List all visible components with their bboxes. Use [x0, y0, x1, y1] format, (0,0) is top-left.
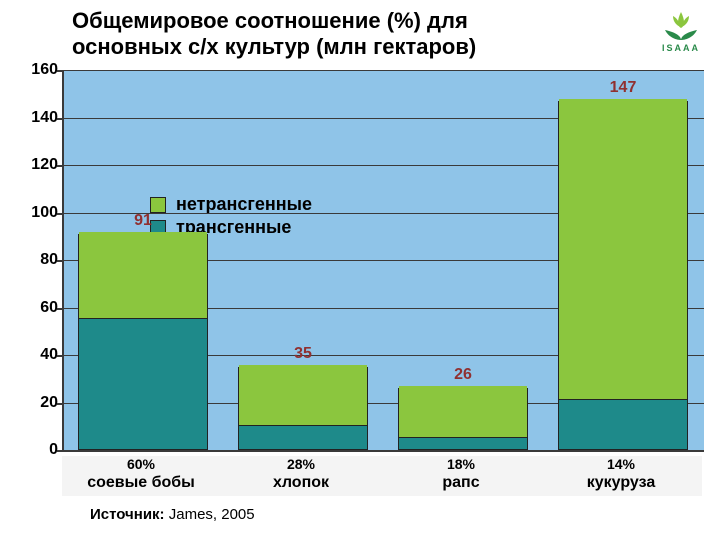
y-tick-label: 100 [20, 204, 58, 222]
y-tick-mark [57, 450, 62, 452]
y-tick-label: 140 [20, 109, 58, 127]
percent-label: 28% [236, 456, 366, 472]
bar-segment-nontransgenic [559, 99, 687, 400]
bar-segment-nontransgenic [239, 365, 367, 426]
y-tick-mark [57, 355, 62, 357]
percent-row: 60% 28% 18% 14% [62, 456, 702, 474]
category-label: кукуруза [556, 474, 686, 492]
bar-stack [238, 367, 368, 450]
y-tick-mark [57, 403, 62, 405]
title-line1: Общемировое соотношение (%) для [72, 8, 468, 33]
title-line2: основных с/х культур (млн гектаров) [72, 34, 476, 59]
y-tick-label: 60 [20, 299, 58, 317]
y-tick-mark [57, 213, 62, 215]
legend-swatch-nontransgenic [150, 197, 166, 213]
logo-text: ISAAA [654, 43, 708, 53]
category-label: соевые бобы [76, 474, 206, 492]
bar-segment-transgenic [79, 319, 207, 449]
chart-title: Общемировое соотношение (%) для основных… [72, 8, 632, 61]
source-line: Источник: James, 2005 [90, 506, 255, 523]
percent-label: 14% [556, 456, 686, 472]
bar-stack [558, 101, 688, 450]
bar-value-label: 26 [398, 366, 528, 384]
slide: Общемировое соотношение (%) для основных… [0, 0, 720, 540]
y-tick-mark [57, 118, 62, 120]
y-tick-label: 40 [20, 346, 58, 364]
bar-segment-nontransgenic [399, 386, 527, 438]
category-row: соевые бобы хлопок рапс кукуруза [62, 474, 702, 496]
y-tick-label: 160 [20, 61, 58, 79]
bar-segment-transgenic [399, 438, 527, 449]
y-tick-label: 80 [20, 251, 58, 269]
bar-stack [398, 388, 528, 450]
y-tick-label: 20 [20, 394, 58, 412]
y-tick-mark [57, 308, 62, 310]
percent-label: 60% [76, 456, 206, 472]
bar-segment-transgenic [239, 426, 367, 449]
source-text: James, 2005 [169, 506, 255, 523]
percent-label: 18% [396, 456, 526, 472]
bar-segment-transgenic [559, 400, 687, 449]
gridline [64, 70, 704, 71]
bar-stack [78, 234, 208, 450]
bar-segment-nontransgenic [79, 232, 207, 319]
bar-value-label: 147 [558, 79, 688, 97]
category-label: рапс [396, 474, 526, 492]
category-label: хлопок [236, 474, 366, 492]
source-label: Источник: [90, 506, 165, 523]
chart-plot-area: нетрансгенные трансгенные 913526147 [62, 70, 704, 452]
y-tick-label: 0 [20, 441, 58, 459]
bar-value-label: 91 [78, 212, 208, 230]
y-tick-mark [57, 165, 62, 167]
isaaa-logo: ISAAA [654, 10, 708, 53]
y-tick-mark [57, 70, 62, 72]
bar-value-label: 35 [238, 345, 368, 363]
y-tick-label: 120 [20, 156, 58, 174]
y-tick-mark [57, 260, 62, 262]
logo-icon [659, 10, 703, 42]
